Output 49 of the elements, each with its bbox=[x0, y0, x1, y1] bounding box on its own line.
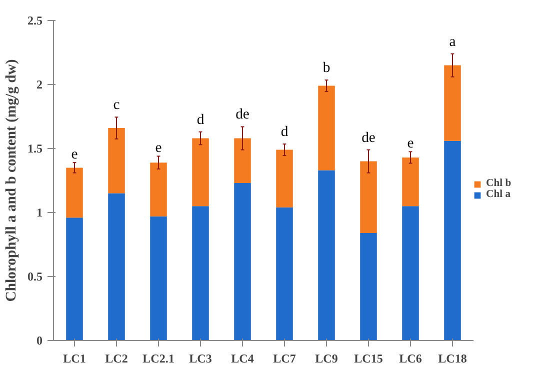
annotation: e bbox=[71, 146, 78, 163]
x-tick-label: LC15 bbox=[354, 352, 383, 366]
x-tick-label: LC6 bbox=[399, 352, 422, 366]
x-tick-label: LC9 bbox=[315, 352, 338, 366]
legend-label: Chl a bbox=[486, 189, 511, 200]
bar bbox=[444, 140, 461, 340]
legend-label: Chl b bbox=[486, 178, 512, 189]
y-tick-label: 0 bbox=[36, 334, 42, 348]
annotation: c bbox=[113, 97, 120, 114]
bar bbox=[234, 138, 251, 184]
bar bbox=[318, 86, 335, 170]
x-tick-label: LC2.1 bbox=[142, 352, 174, 366]
bar bbox=[402, 157, 419, 206]
annotation: e bbox=[155, 140, 162, 156]
bar bbox=[108, 128, 125, 194]
x-tick-label: LC7 bbox=[273, 352, 296, 366]
y-tick-label: 1.5 bbox=[28, 142, 42, 156]
annotation: a bbox=[449, 34, 456, 50]
x-tick-label: LC4 bbox=[231, 352, 254, 366]
y-axis-title: Chlorophyll a and b content (mg/g dw) bbox=[4, 59, 20, 302]
bar bbox=[66, 168, 83, 218]
x-tick-label: LC2 bbox=[105, 352, 128, 366]
annotation: b bbox=[322, 60, 330, 76]
bar bbox=[108, 193, 125, 340]
y-tick-label: 2 bbox=[36, 78, 42, 92]
x-tick-label: LC3 bbox=[189, 352, 212, 366]
bar bbox=[150, 216, 167, 340]
annotation: e bbox=[407, 136, 414, 152]
annotation: d bbox=[280, 124, 289, 140]
bar bbox=[150, 162, 167, 216]
bar bbox=[66, 218, 83, 340]
bar bbox=[402, 206, 419, 340]
bar bbox=[276, 207, 293, 340]
bar bbox=[276, 150, 293, 208]
bar bbox=[192, 206, 209, 340]
bar bbox=[234, 183, 251, 340]
bar bbox=[192, 138, 209, 206]
y-tick-label: 2.5 bbox=[28, 14, 42, 28]
annotation: d bbox=[196, 112, 205, 128]
bar bbox=[444, 65, 461, 141]
bar bbox=[360, 232, 377, 340]
bar bbox=[360, 161, 377, 233]
y-tick-label: 1 bbox=[36, 206, 42, 220]
bar bbox=[318, 170, 335, 340]
y-tick-label: 0.5 bbox=[28, 270, 42, 284]
x-tick-label: LC1 bbox=[63, 352, 86, 366]
x-tick-label: LC18 bbox=[438, 352, 467, 366]
annotation: de bbox=[362, 130, 376, 146]
annotation: de bbox=[236, 106, 250, 123]
